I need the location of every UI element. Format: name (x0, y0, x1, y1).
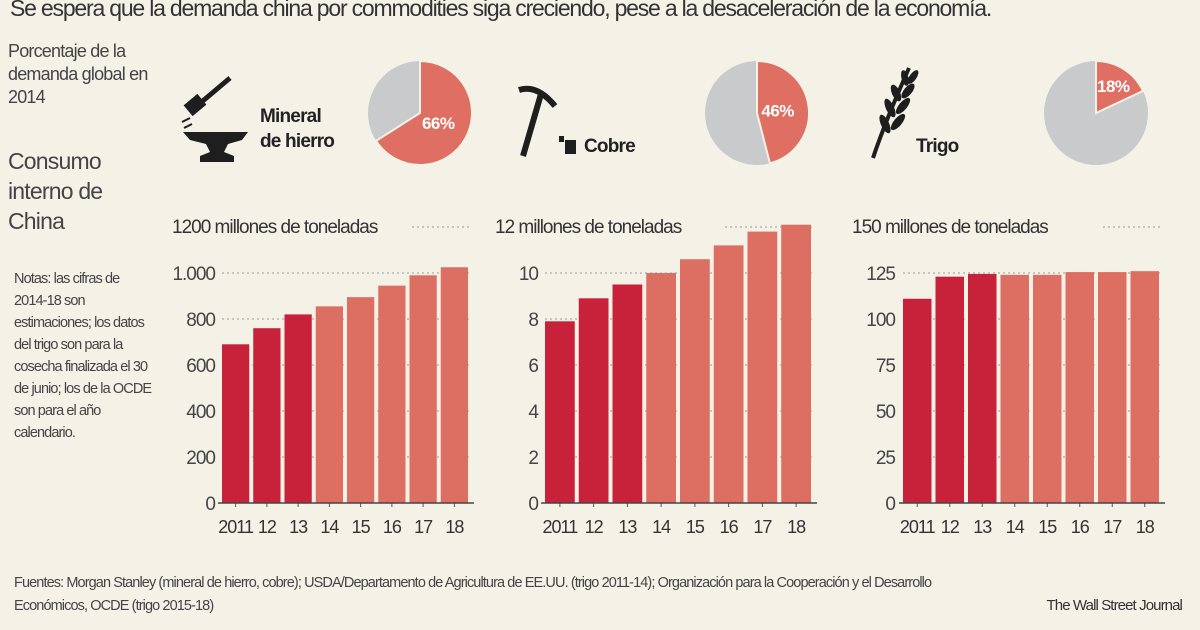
y-tick-label: 75 (876, 356, 896, 377)
x-tick-label: 12 (941, 517, 960, 537)
y-tick-label: 4 (528, 402, 539, 423)
bar (713, 245, 744, 503)
y-tick-label: 200 (186, 448, 215, 469)
notes: Notas: las cifras de 2014-18 son estimac… (14, 271, 152, 441)
y-tick-label: 25 (876, 448, 896, 469)
pie-share-slice (374, 59, 473, 166)
bar (968, 273, 997, 503)
wheat-icon (871, 67, 919, 159)
bar (253, 328, 281, 503)
x-tick-label: 17 (414, 517, 433, 537)
y-tick-label: 100 (866, 310, 895, 331)
axis-top-label: 1200 (172, 217, 215, 238)
chart-unit-label: 1200 millones de toneladas (172, 217, 378, 238)
x-tick-label: 16 (720, 517, 739, 537)
x-tick-label: 12 (258, 517, 277, 537)
x-tick-label: 14 (652, 517, 671, 537)
x-tick-label: 14 (320, 517, 339, 537)
y-tick-label: 8 (528, 310, 538, 331)
x-tick-label: 18 (1136, 517, 1155, 537)
x-tick-label: 15 (352, 517, 371, 537)
chart-unit-label: 150 millones de toneladas (852, 217, 1048, 238)
chart-unit-label: 12 millones de toneladas (495, 217, 682, 238)
bar-heading: Consumo interno de China (8, 148, 103, 234)
y-tick-label: 1.000 (172, 264, 215, 285)
bar (315, 306, 343, 503)
x-tick-label: 12 (585, 517, 604, 537)
y-tick-label: 800 (186, 310, 215, 331)
bar (222, 344, 250, 503)
x-tick-label: 17 (753, 517, 772, 537)
y-tick-label: 600 (186, 356, 215, 377)
bar (578, 298, 609, 503)
x-tick-label: 13 (618, 517, 637, 537)
bar (378, 285, 406, 503)
x-tick-label: 14 (1006, 517, 1025, 537)
x-tick-label: 13 (289, 517, 308, 537)
x-tick-label: 16 (1071, 517, 1090, 537)
bar (545, 321, 575, 503)
pickaxe-icon (518, 85, 576, 157)
headline: Se espera que la demanda china por commo… (10, 0, 992, 21)
unit-label: millones de toneladas (215, 217, 378, 238)
y-tick-label: 2 (528, 448, 538, 469)
unit-label: millones de toneladas (885, 217, 1048, 238)
bar (1000, 274, 1029, 503)
bar (646, 273, 676, 503)
bar (284, 314, 312, 503)
pie-share-label: 66% (422, 114, 455, 133)
x-tick-label: 13 (973, 517, 992, 537)
axis-top-label: 150 (852, 217, 885, 238)
bar (347, 297, 375, 503)
x-tick-label: 16 (383, 517, 402, 537)
x-tick-label: 17 (1103, 517, 1122, 537)
pie-share-label: 18% (1097, 77, 1130, 96)
unit-label: millones de toneladas (518, 217, 681, 238)
pie-share-label: 46% (761, 101, 794, 120)
y-tick-label: 6 (528, 356, 538, 377)
anvil-hammer-icon (181, 76, 248, 162)
pie-share-slice (1095, 59, 1145, 115)
bar (1130, 271, 1159, 503)
bar (935, 276, 964, 503)
bar (440, 267, 468, 503)
x-tick-label: 18 (445, 517, 464, 537)
y-tick-label: 10 (519, 264, 539, 285)
y-tick-label: 125 (866, 264, 895, 285)
label-line: de hierro (260, 131, 335, 152)
label-line: Mineral (260, 106, 322, 127)
commodity-label-copper: Cobre (584, 136, 636, 157)
axis-top-label: 12 (495, 217, 518, 238)
y-tick-label: 50 (876, 402, 896, 423)
x-tick-label: 2011 (543, 517, 579, 537)
y-tick-label: 400 (186, 402, 215, 423)
bar (1098, 272, 1127, 503)
bar (680, 259, 710, 503)
bar (781, 224, 811, 503)
bar (903, 298, 932, 503)
x-tick-label: 18 (787, 517, 806, 537)
x-tick-label: 15 (1038, 517, 1057, 537)
y-tick-label: 0 (885, 494, 895, 515)
y-tick-label: 0 (528, 494, 538, 515)
x-tick-label: 15 (686, 517, 705, 537)
pie-heading: Porcentaje de la demanda global en 2014 (8, 41, 148, 107)
bar (409, 275, 437, 503)
credit: The Wall Street Journal (1046, 597, 1183, 614)
sources: Fuentes: Morgan Stanley (mineral de hier… (14, 575, 932, 614)
x-tick-label: 2011 (218, 517, 254, 537)
x-tick-label: 2011 (900, 517, 936, 537)
bar (747, 231, 778, 503)
y-tick-label: 0 (205, 494, 215, 515)
bar (612, 284, 643, 503)
bar (1065, 272, 1094, 503)
bar (1033, 274, 1062, 503)
commodity-label-iron: Mineral de hierro (260, 104, 335, 154)
commodity-label-wheat: Trigo (916, 136, 959, 157)
pie-share-slice (756, 59, 810, 165)
